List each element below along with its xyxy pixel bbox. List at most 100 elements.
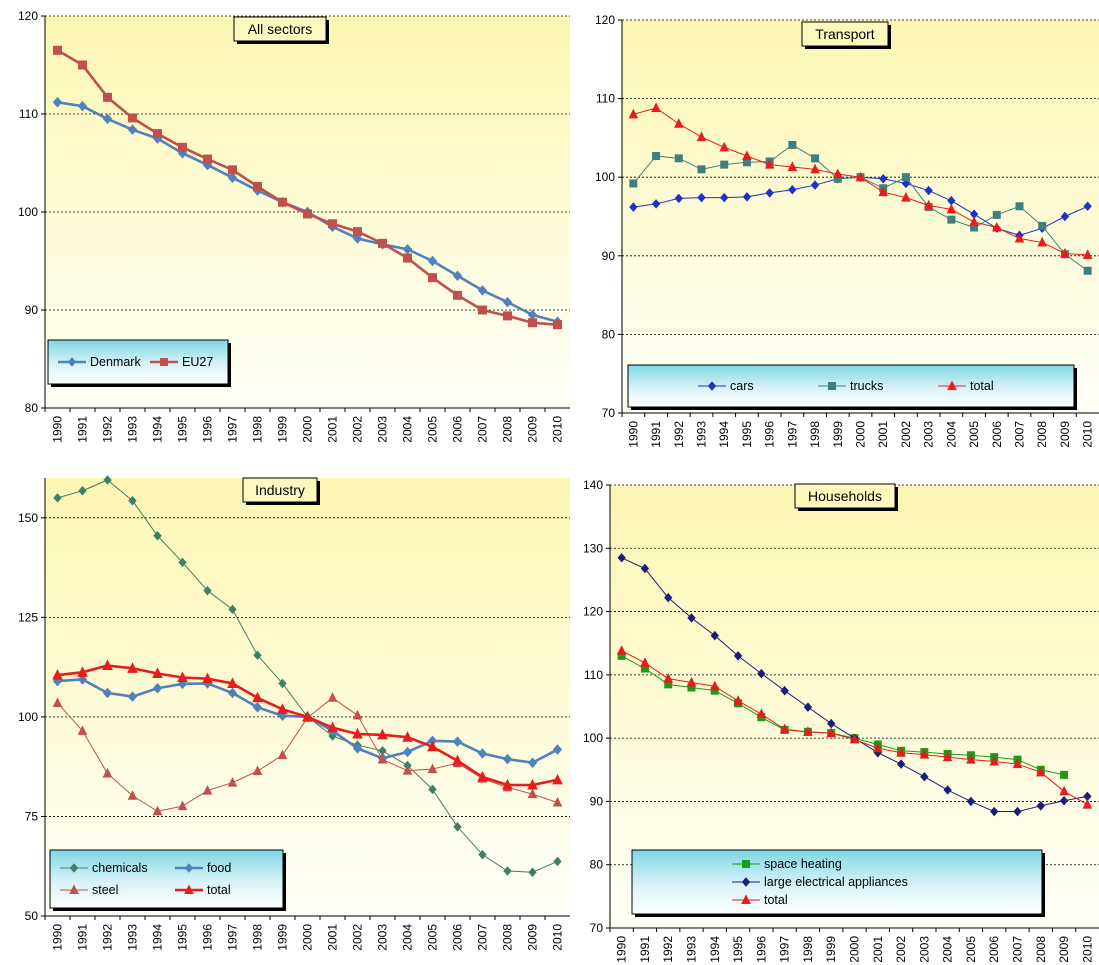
y-tick-label: 125 [18, 610, 38, 624]
x-tick-label: 1997 [226, 416, 240, 443]
data-point [227, 677, 238, 688]
x-tick-label: 1994 [151, 924, 165, 951]
data-point [1013, 806, 1022, 817]
data-point [787, 161, 798, 171]
data-point [327, 721, 338, 733]
data-point [989, 755, 1000, 766]
data-point [1060, 211, 1070, 222]
data-point [153, 530, 162, 541]
x-tick-label: 2002 [899, 421, 913, 448]
x-tick-label: 2004 [401, 416, 415, 443]
data-point [528, 318, 537, 328]
title-box [794, 483, 896, 509]
data-point [742, 192, 752, 202]
x-tick-label: 1999 [276, 924, 290, 951]
data-point [428, 273, 437, 283]
data-point [77, 666, 88, 677]
data-point [102, 113, 113, 125]
x-tick-label: 2009 [1057, 936, 1071, 963]
data-point [947, 215, 956, 224]
data-point [202, 784, 213, 795]
data-point [765, 188, 774, 198]
plot-area [622, 20, 1099, 413]
data-point [733, 695, 743, 705]
chart-panel-2: 70 80 90 100 110 120 1990 1991 1992 1993 1994 1995 1… [595, 13, 1099, 448]
x-tick-label: 2005 [967, 421, 981, 448]
data-point [920, 771, 929, 782]
y-tick-label: 75 [25, 809, 39, 823]
data-point [502, 296, 513, 308]
y-tick-label: 80 [25, 401, 39, 415]
legend-marker [69, 863, 79, 873]
legend-label: total [764, 893, 788, 907]
data-point [353, 227, 362, 237]
data-point [228, 604, 237, 615]
y-tick-label: 70 [590, 921, 604, 935]
data-point [628, 108, 639, 119]
chart-title: Transport [815, 26, 875, 42]
data-point [503, 311, 512, 321]
x-tick-label: 1999 [824, 936, 838, 963]
data-point [277, 703, 288, 714]
x-tick-label: 1997 [785, 421, 799, 448]
x-tick-label: 2004 [944, 421, 958, 448]
data-point [302, 710, 313, 722]
data-point [103, 475, 112, 485]
x-tick-label: 1992 [101, 924, 115, 951]
x-tick-label: 2006 [990, 421, 1004, 448]
x-tick-label: 2006 [451, 924, 465, 951]
data-point [527, 788, 538, 799]
data-point [328, 219, 337, 229]
data-point [1038, 221, 1047, 230]
x-tick-label: 1992 [661, 936, 675, 963]
x-tick-label: 1998 [251, 416, 265, 443]
data-point [478, 849, 487, 860]
data-point [788, 185, 797, 195]
title-box [242, 477, 318, 503]
x-tick-label: 1991 [649, 421, 663, 448]
x-tick-label: 2002 [351, 924, 365, 951]
data-point [742, 150, 752, 160]
data-point [673, 118, 684, 128]
data-point [1014, 232, 1025, 243]
x-tick-label: 1991 [76, 416, 90, 443]
data-point [528, 867, 537, 877]
data-point [674, 154, 683, 163]
x-tick-label: 2005 [964, 936, 978, 963]
data-point [278, 197, 287, 207]
data-point [478, 305, 487, 315]
legend-marker [184, 863, 194, 873]
x-tick-label: 2010 [1081, 421, 1095, 448]
data-point [720, 160, 729, 169]
x-tick-label: 2006 [451, 416, 465, 443]
data-point [477, 770, 488, 782]
data-point [616, 645, 627, 655]
data-point [253, 182, 262, 192]
data-point [687, 613, 696, 623]
data-point [252, 765, 263, 776]
data-point [1012, 758, 1023, 769]
x-tick-label: 1998 [801, 936, 815, 963]
data-point [664, 592, 673, 603]
data-point [1060, 247, 1070, 258]
data-point [629, 202, 638, 212]
x-tick-label: 2001 [871, 936, 885, 963]
data-point [878, 186, 889, 197]
legend-marker [828, 382, 836, 390]
x-tick-label: 1991 [638, 936, 652, 963]
x-tick-label: 1998 [251, 924, 265, 951]
x-tick-label: 1997 [778, 936, 792, 963]
data-point [1083, 266, 1092, 275]
legend-label: total [207, 883, 231, 897]
x-tick-label: 1992 [101, 416, 115, 443]
legend-box [631, 849, 1043, 915]
data-point [102, 767, 113, 778]
data-point [652, 151, 661, 160]
chart-panel-1: 80 90 100 110 120 1990 1991 1992 1993 1994 1995 199… [18, 9, 570, 443]
x-tick-label: 1998 [808, 421, 822, 448]
data-point [946, 203, 957, 214]
data-point [1059, 796, 1069, 806]
data-point [943, 785, 952, 795]
y-tick-label: 70 [602, 406, 616, 420]
